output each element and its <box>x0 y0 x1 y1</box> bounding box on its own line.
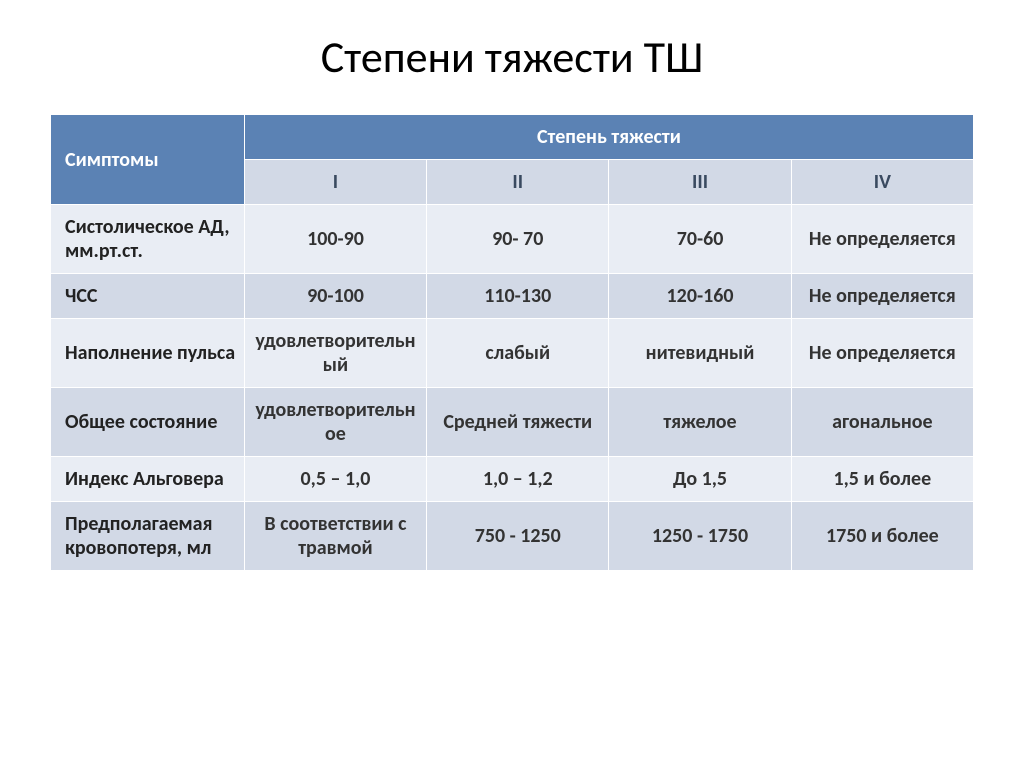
header-symptoms: Симптомы <box>51 115 245 205</box>
header-degree-3: III <box>609 160 791 205</box>
header-degree-4: IV <box>791 160 973 205</box>
table-cell: Не определяется <box>791 205 973 274</box>
table-cell: 120-160 <box>609 274 791 319</box>
table-row: Систолическое АД, мм.рт.ст. 100-90 90- 7… <box>51 205 974 274</box>
row-label: Систолическое АД, мм.рт.ст. <box>51 205 245 274</box>
table-cell: 100-90 <box>244 205 426 274</box>
table-cell: слабый <box>427 319 609 388</box>
table-cell: В соответствии с травмой <box>244 502 426 571</box>
table-cell: До 1,5 <box>609 457 791 502</box>
page-title: Степени тяжести ТШ <box>50 30 974 84</box>
row-label: ЧСС <box>51 274 245 319</box>
header-degree-1: I <box>244 160 426 205</box>
table-cell: тяжелое <box>609 388 791 457</box>
table-row: Общее состояние удовлетворительное Средн… <box>51 388 974 457</box>
table-cell: 750 - 1250 <box>427 502 609 571</box>
table-cell: 110-130 <box>427 274 609 319</box>
table-row: ЧСС 90-100 110-130 120-160 Не определяет… <box>51 274 974 319</box>
table-cell: 70-60 <box>609 205 791 274</box>
row-label: Наполнение пульса <box>51 319 245 388</box>
table-cell: 90- 70 <box>427 205 609 274</box>
table-cell: Не определяется <box>791 274 973 319</box>
slide: Степени тяжести ТШ Симптомы Степень тяже… <box>0 0 1024 767</box>
table-cell: 1,5 и более <box>791 457 973 502</box>
table-cell: удовлетворительный <box>244 319 426 388</box>
table-cell: удовлетворительное <box>244 388 426 457</box>
row-label: Индекс Альговера <box>51 457 245 502</box>
table-cell: Не определяется <box>791 319 973 388</box>
table-cell: Средней тяжести <box>427 388 609 457</box>
row-label: Предполагаемая кровопотеря, мл <box>51 502 245 571</box>
table-row: Наполнение пульса удовлетворительный сла… <box>51 319 974 388</box>
table-cell: 1250 - 1750 <box>609 502 791 571</box>
row-label: Общее состояние <box>51 388 245 457</box>
header-degree-2: II <box>427 160 609 205</box>
table-cell: 1,0 – 1,2 <box>427 457 609 502</box>
table-cell: 90-100 <box>244 274 426 319</box>
table-cell: нитевидный <box>609 319 791 388</box>
table-row: Индекс Альговера 0,5 – 1,0 1,0 – 1,2 До … <box>51 457 974 502</box>
table-cell: агональное <box>791 388 973 457</box>
table-cell: 0,5 – 1,0 <box>244 457 426 502</box>
table-header-row-1: Симптомы Степень тяжести <box>51 115 974 160</box>
severity-table: Симптомы Степень тяжести I II III IV Сис… <box>50 114 974 571</box>
header-severity: Степень тяжести <box>244 115 973 160</box>
table-cell: 1750 и более <box>791 502 973 571</box>
table-row: Предполагаемая кровопотеря, мл В соответ… <box>51 502 974 571</box>
